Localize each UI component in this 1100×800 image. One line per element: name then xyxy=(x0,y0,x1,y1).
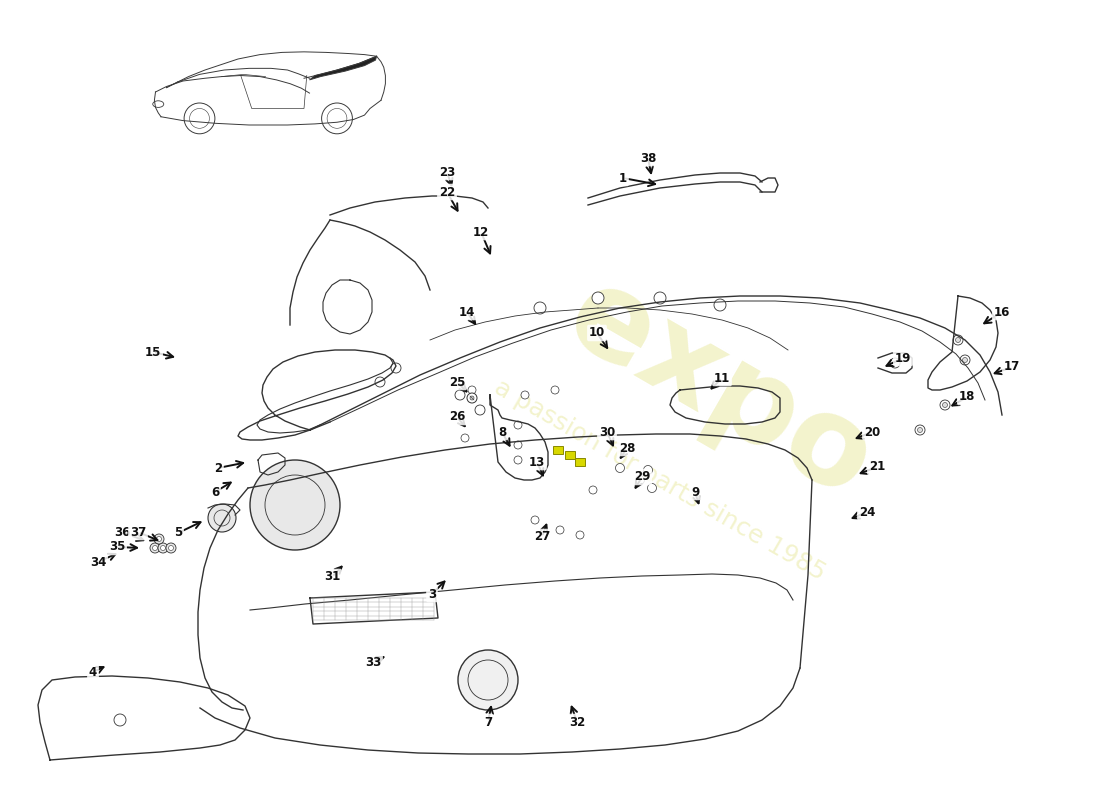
Circle shape xyxy=(390,363,402,373)
Circle shape xyxy=(714,299,726,311)
Text: 1: 1 xyxy=(619,171,627,185)
Text: 30: 30 xyxy=(598,426,615,438)
Circle shape xyxy=(956,338,960,342)
Text: 25: 25 xyxy=(449,375,465,389)
Circle shape xyxy=(514,421,522,429)
Circle shape xyxy=(556,526,564,534)
Text: 28: 28 xyxy=(619,442,635,454)
Circle shape xyxy=(644,466,652,474)
Circle shape xyxy=(917,427,923,433)
Circle shape xyxy=(455,390,465,400)
Text: 26: 26 xyxy=(449,410,465,423)
Circle shape xyxy=(531,516,539,524)
Text: 38: 38 xyxy=(640,151,657,165)
Text: 13: 13 xyxy=(529,455,546,469)
Circle shape xyxy=(514,456,522,464)
Text: 20: 20 xyxy=(864,426,880,438)
Text: 15: 15 xyxy=(145,346,162,358)
Text: 17: 17 xyxy=(1004,361,1020,374)
Text: 19: 19 xyxy=(894,351,911,365)
Circle shape xyxy=(156,537,162,542)
Circle shape xyxy=(648,483,657,493)
Text: 35: 35 xyxy=(109,541,125,554)
Circle shape xyxy=(953,335,962,345)
Text: 8: 8 xyxy=(498,426,506,438)
Circle shape xyxy=(153,546,157,550)
Text: 32: 32 xyxy=(569,715,585,729)
Text: 10: 10 xyxy=(588,326,605,339)
Text: 22: 22 xyxy=(439,186,455,198)
Text: 24: 24 xyxy=(859,506,876,518)
Circle shape xyxy=(576,531,584,539)
Text: 5: 5 xyxy=(174,526,183,539)
Circle shape xyxy=(521,391,529,399)
Circle shape xyxy=(475,405,485,415)
Circle shape xyxy=(940,400,950,410)
Circle shape xyxy=(588,486,597,494)
Text: 2: 2 xyxy=(213,462,222,474)
FancyBboxPatch shape xyxy=(575,458,585,466)
Text: a passion for parts since 1985: a passion for parts since 1985 xyxy=(491,375,829,585)
Text: 23: 23 xyxy=(439,166,455,178)
Circle shape xyxy=(154,534,164,544)
Circle shape xyxy=(962,358,968,362)
Text: 21: 21 xyxy=(869,461,886,474)
Circle shape xyxy=(960,355,970,365)
Text: 33: 33 xyxy=(365,655,381,669)
Text: 34: 34 xyxy=(90,555,107,569)
Text: 9: 9 xyxy=(691,486,700,498)
Circle shape xyxy=(375,377,385,387)
Circle shape xyxy=(158,543,168,553)
Text: 14: 14 xyxy=(459,306,475,318)
Circle shape xyxy=(654,292,666,304)
Circle shape xyxy=(534,302,546,314)
Circle shape xyxy=(166,543,176,553)
Text: 4: 4 xyxy=(89,666,97,678)
Circle shape xyxy=(592,292,604,304)
Text: 36: 36 xyxy=(113,526,130,538)
Polygon shape xyxy=(309,56,376,80)
Circle shape xyxy=(461,434,469,442)
Circle shape xyxy=(150,543,160,553)
Text: 18: 18 xyxy=(959,390,976,403)
Circle shape xyxy=(551,386,559,394)
Text: 12: 12 xyxy=(473,226,490,238)
Circle shape xyxy=(250,460,340,550)
Circle shape xyxy=(468,386,476,394)
Text: 31: 31 xyxy=(323,570,340,583)
Text: 3: 3 xyxy=(428,587,436,601)
Circle shape xyxy=(161,546,165,550)
Circle shape xyxy=(616,463,625,473)
Circle shape xyxy=(470,396,474,400)
Circle shape xyxy=(514,441,522,449)
Text: 7: 7 xyxy=(484,715,492,729)
Text: 6: 6 xyxy=(211,486,219,498)
Circle shape xyxy=(208,504,236,532)
Text: 27: 27 xyxy=(534,530,550,543)
Text: 37: 37 xyxy=(130,526,146,538)
Text: 11: 11 xyxy=(714,371,730,385)
FancyBboxPatch shape xyxy=(565,451,575,459)
Text: 16: 16 xyxy=(993,306,1010,318)
FancyBboxPatch shape xyxy=(553,446,563,454)
Circle shape xyxy=(943,402,947,407)
Circle shape xyxy=(468,393,477,403)
Circle shape xyxy=(168,546,174,550)
Circle shape xyxy=(636,475,645,485)
Circle shape xyxy=(915,425,925,435)
Text: 29: 29 xyxy=(634,470,650,483)
Circle shape xyxy=(458,650,518,710)
Text: expo: expo xyxy=(547,256,893,524)
